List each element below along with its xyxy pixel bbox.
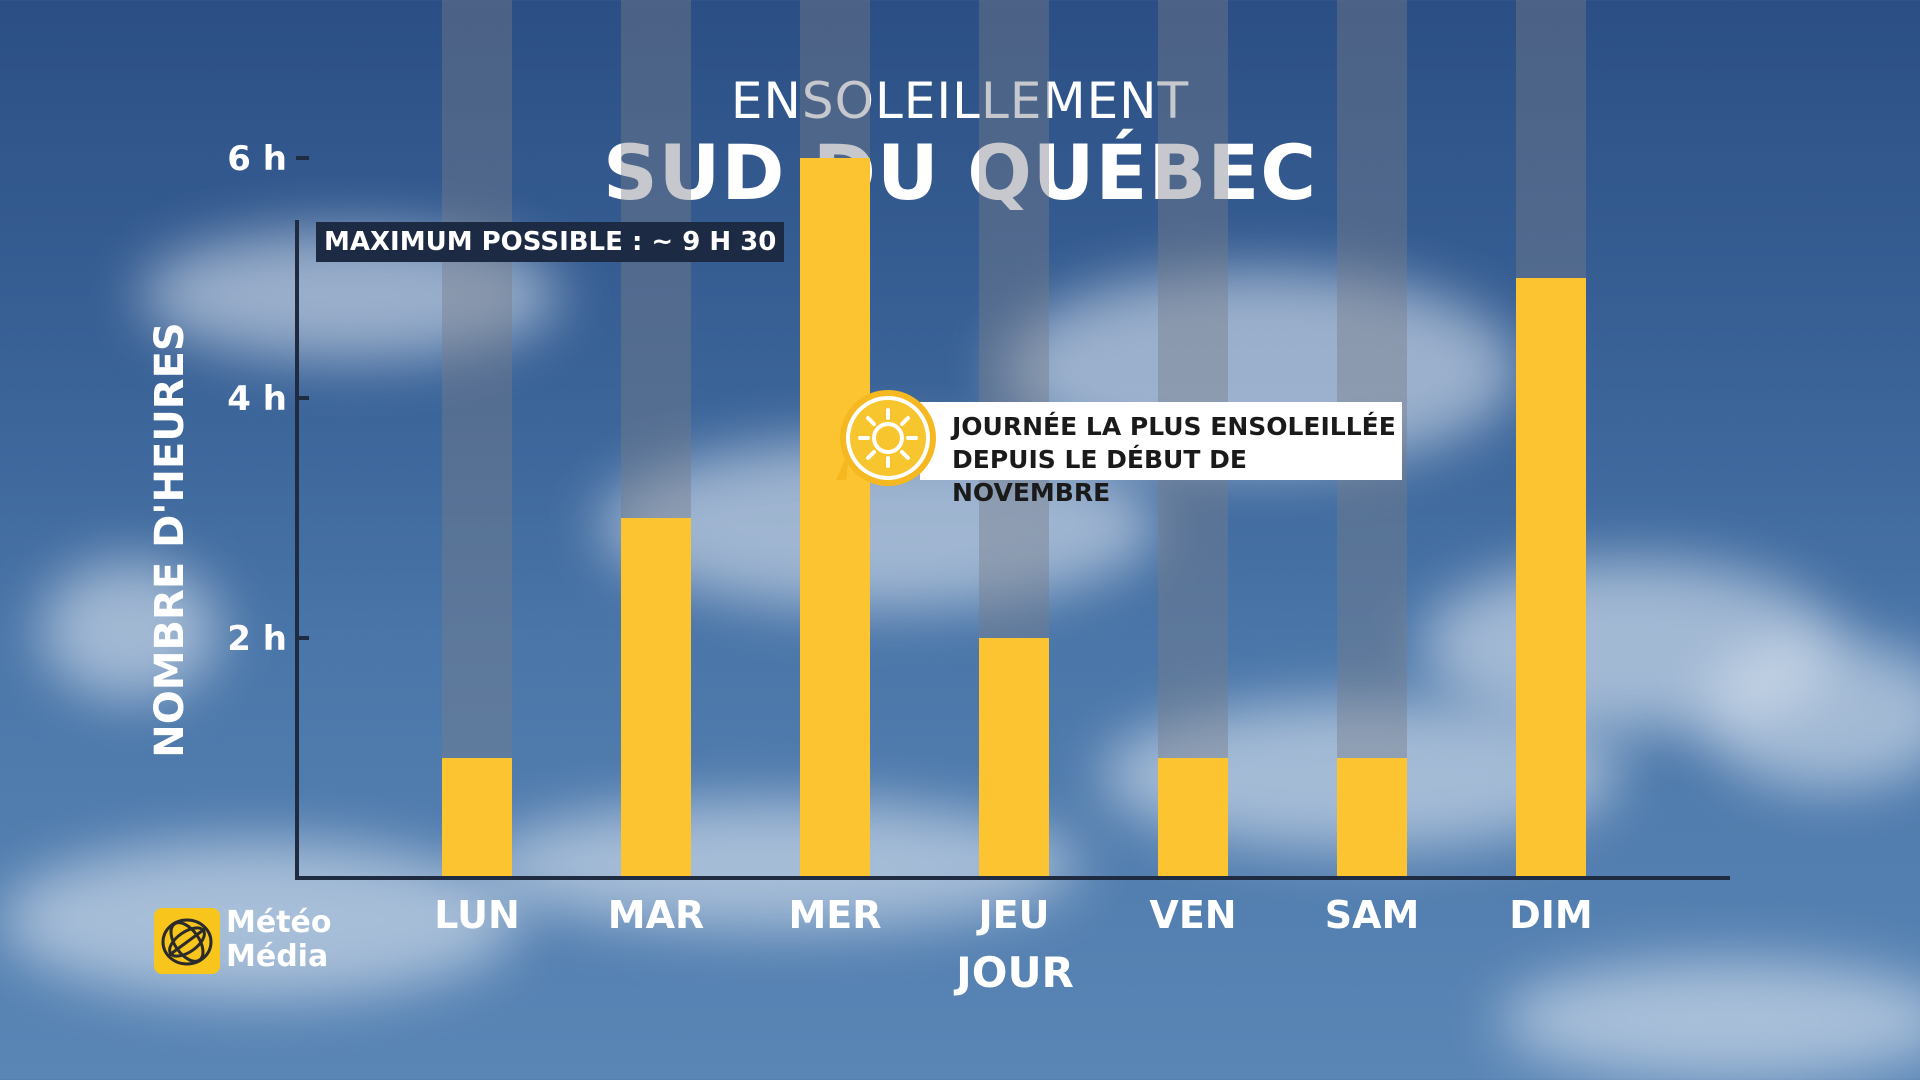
x-tick-label: JEU: [976, 893, 1050, 937]
bar: [1158, 758, 1228, 878]
x-axis-label: JOUR: [956, 948, 1074, 997]
bar: [800, 158, 870, 878]
chart-title: ENSOLEILLEMENT: [730, 72, 1190, 130]
y-tick-label: 6 h: [227, 139, 287, 179]
max-possible-label: MAXIMUM POSSIBLE : ~ 9 H 30: [316, 222, 785, 262]
logo-line-2: Média: [226, 939, 329, 974]
annotation-line-1: JOURNÉE LA PLUS ENSOLEILLÉE: [952, 412, 1396, 441]
x-tick-label: SAM: [1325, 893, 1420, 937]
x-tick-label: LUN: [434, 893, 520, 937]
sun-icon: [836, 390, 936, 486]
globe-icon: [154, 908, 220, 974]
x-tick-label: MAR: [608, 893, 704, 937]
annotation-line-2: DEPUIS LE DÉBUT DE NOVEMBRE: [952, 445, 1247, 507]
bar: [979, 638, 1049, 878]
y-tick-label: 2 h: [227, 619, 287, 659]
bar: [442, 758, 512, 878]
y-axis-label: NOMBRE D'HEURES: [147, 322, 193, 758]
x-tick-label: MER: [788, 893, 881, 937]
logo-text: Météo Média: [226, 906, 332, 974]
bar: [1516, 278, 1586, 878]
logo-line-1: Météo: [226, 905, 332, 940]
meteomedia-logo: Météo Média: [154, 906, 334, 978]
y-tick-label: 4 h: [227, 379, 287, 419]
bar: [621, 518, 691, 878]
max-possible-bar: [442, 0, 512, 878]
x-tick-label: DIM: [1509, 893, 1593, 937]
chart-subtitle: SUD DU QUÉBEC: [602, 128, 1318, 217]
annotation-callout: JOURNÉE LA PLUS ENSOLEILLÉE DEPUIS LE DÉ…: [920, 402, 1402, 507]
x-tick-label: VEN: [1149, 893, 1236, 937]
bar: [1337, 758, 1407, 878]
